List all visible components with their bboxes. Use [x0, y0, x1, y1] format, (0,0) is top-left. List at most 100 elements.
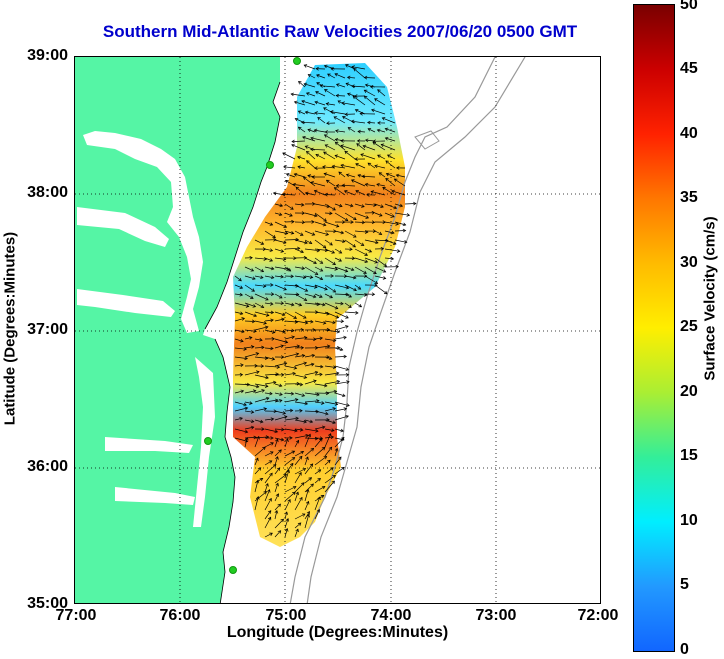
velocity-vector — [274, 483, 279, 493]
velocity-vector — [324, 203, 336, 211]
velocity-vector-head — [364, 274, 368, 278]
velocity-vector — [264, 266, 274, 270]
velocity-vector — [284, 417, 299, 421]
velocity-vector — [274, 221, 287, 228]
velocity-vector-head — [301, 220, 306, 225]
velocity-vector-head — [290, 231, 295, 235]
velocity-vector-head — [340, 144, 344, 148]
velocity-vector — [364, 89, 376, 97]
velocity-vector — [284, 463, 294, 475]
velocity-vector — [382, 187, 396, 196]
velocity-vector-head — [285, 438, 289, 442]
velocity-vector — [334, 456, 342, 466]
velocity-vector — [244, 346, 254, 349]
velocity-vector-head — [402, 228, 407, 233]
velocity-vector — [394, 230, 406, 232]
velocity-vector-head — [324, 286, 328, 291]
map-plot-area[interactable] — [74, 56, 601, 604]
velocity-vector — [323, 107, 336, 115]
velocity-vector-head — [311, 232, 316, 236]
velocity-vector-head — [343, 335, 347, 340]
velocity-vector — [314, 112, 326, 115]
velocity-vector-head — [248, 336, 253, 340]
velocity-vector-head — [290, 302, 295, 307]
velocity-vector-head — [384, 136, 389, 141]
velocity-vector-head — [285, 180, 289, 184]
velocity-vector — [314, 302, 326, 306]
velocity-vector-head — [250, 410, 255, 414]
velocity-vector — [264, 451, 274, 457]
y-tick-label: 35:00 — [27, 595, 68, 612]
velocity-vector-head — [340, 230, 345, 235]
velocity-vector-head — [332, 320, 336, 325]
velocity-vector-head — [252, 304, 257, 308]
velocity-vector — [254, 356, 268, 359]
velocity-vector — [324, 419, 336, 424]
velocity-vector-head — [285, 173, 290, 177]
velocity-vector-head — [289, 408, 294, 413]
velocity-vector — [384, 248, 400, 252]
velocity-vector-head — [331, 428, 335, 433]
velocity-vector-head — [361, 220, 366, 225]
velocity-vector-head — [311, 353, 316, 358]
velocity-vector — [374, 284, 388, 295]
velocity-vector — [304, 64, 316, 70]
velocity-vector — [274, 248, 284, 253]
velocity-vector-head — [323, 455, 328, 460]
velocity-vector — [352, 95, 366, 106]
velocity-vector-head — [286, 469, 290, 474]
velocity-vector — [315, 154, 326, 160]
velocity-vector — [254, 338, 263, 341]
velocity-vector-head — [391, 189, 395, 194]
velocity-vector-head — [331, 164, 336, 169]
velocity-vector — [314, 320, 326, 324]
velocity-vector-head — [376, 182, 380, 187]
velocity-vector-head — [314, 370, 319, 375]
velocity-vector — [274, 362, 287, 367]
velocity-vector — [294, 434, 309, 439]
velocity-vector-head — [316, 508, 321, 513]
velocity-vector — [254, 284, 266, 287]
velocity-vector — [334, 155, 346, 160]
velocity-vector-head — [332, 261, 336, 265]
velocity-vector-head — [299, 427, 304, 432]
velocity-vector-head — [374, 98, 378, 102]
velocity-vector-head — [293, 172, 298, 177]
velocity-vector-head — [356, 143, 360, 147]
velocity-vector — [284, 438, 289, 448]
velocity-vector-head — [239, 311, 244, 316]
velocity-vector-head — [413, 201, 417, 206]
velocity-vector-head — [293, 315, 297, 319]
velocity-vector — [254, 436, 260, 448]
velocity-vector-head — [275, 493, 280, 497]
velocity-vector — [314, 257, 323, 264]
velocity-vector — [294, 497, 303, 511]
velocity-vector — [314, 230, 329, 236]
velocity-vector — [304, 320, 314, 323]
velocity-vector-head — [314, 271, 319, 275]
velocity-vector — [314, 212, 327, 222]
velocity-vector — [291, 93, 306, 97]
velocity-vector-head — [340, 428, 344, 433]
velocity-vector — [326, 103, 336, 106]
velocity-vector — [324, 433, 332, 448]
velocity-vector — [284, 302, 294, 306]
velocity-vector — [376, 183, 386, 187]
velocity-vector — [372, 141, 386, 151]
velocity-vector-head — [259, 338, 263, 342]
velocity-vector-head — [312, 202, 316, 206]
velocity-vector — [354, 239, 364, 246]
velocity-vector — [274, 416, 288, 421]
velocity-vector-head — [292, 485, 297, 490]
velocity-vector — [294, 456, 303, 466]
velocity-vector — [384, 203, 397, 209]
velocity-vector-head — [342, 239, 346, 244]
velocity-vector-head — [297, 522, 302, 527]
velocity-vector — [234, 317, 245, 322]
velocity-vector-head — [275, 482, 279, 487]
velocity-vector — [344, 230, 357, 238]
velocity-vector-head — [270, 292, 275, 297]
velocity-vector-head — [357, 173, 361, 178]
velocity-vector-head — [322, 244, 327, 249]
velocity-vector-head — [296, 381, 301, 386]
